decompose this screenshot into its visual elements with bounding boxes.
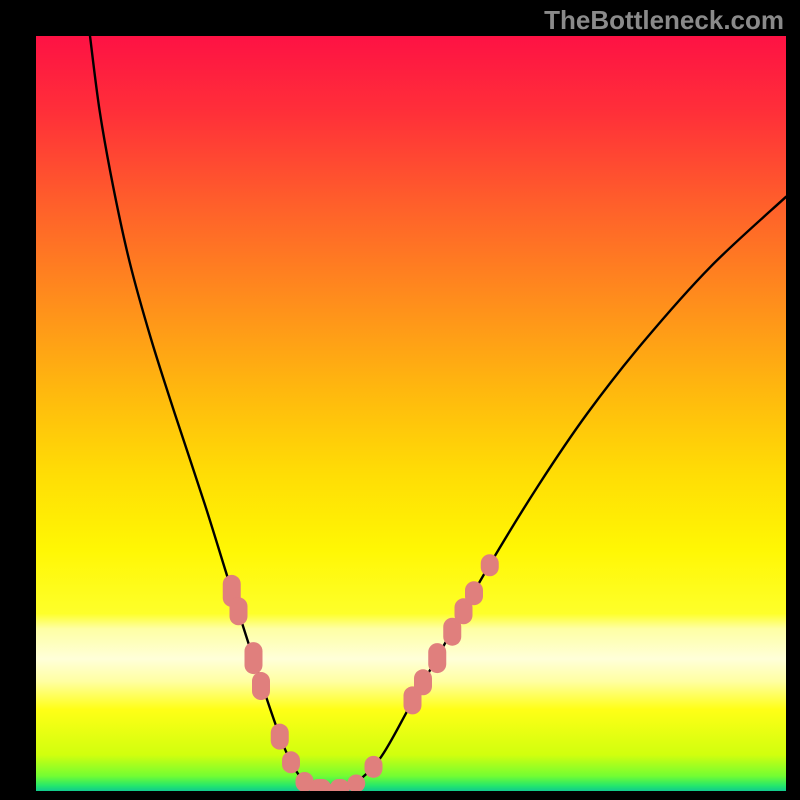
data-point [428,643,446,673]
figure-container: { "canvas": { "width": 800, "height": 80… [0,0,800,800]
plot-area [36,36,786,791]
chart-svg [36,36,786,791]
data-point [465,581,483,605]
data-point [271,724,289,750]
watermark-text: TheBottleneck.com [544,5,784,36]
data-point [245,642,263,674]
data-point [414,669,432,695]
data-point [481,554,499,576]
data-point [252,672,270,700]
data-point [365,756,383,778]
gradient-background [36,36,786,791]
data-point [282,751,300,773]
data-point [230,597,248,625]
